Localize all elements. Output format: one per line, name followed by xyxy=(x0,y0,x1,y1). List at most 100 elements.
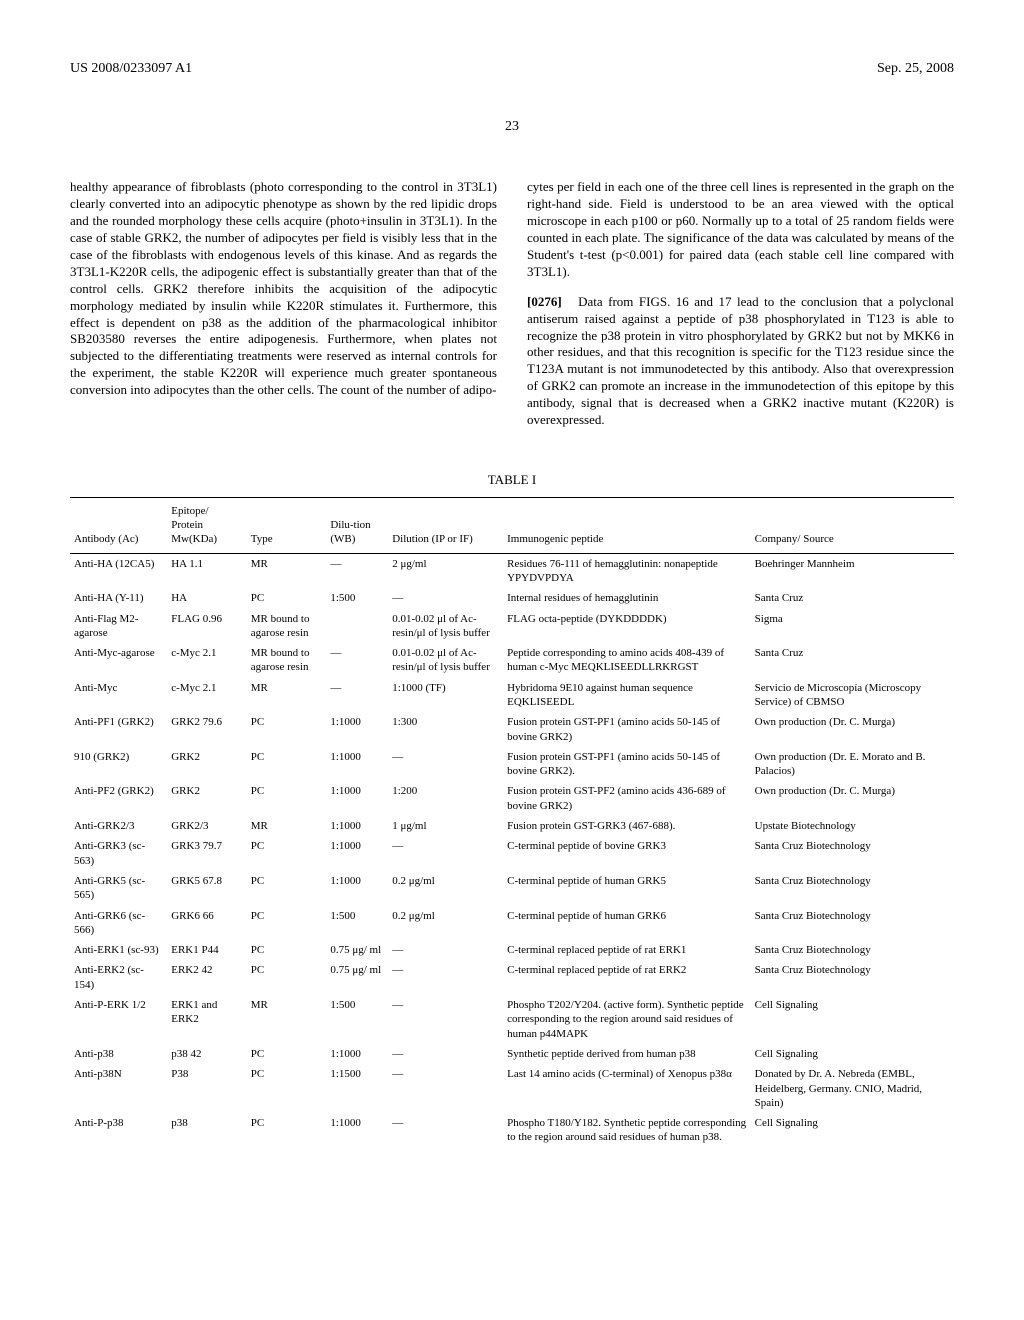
table-cell: Servicio de Microscopía (Microscopy Serv… xyxy=(751,678,954,713)
table-cell: 1 μg/ml xyxy=(388,816,503,836)
table-cell: Synthetic peptide derived from human p38 xyxy=(503,1044,751,1064)
table-cell: Anti-HA (12CA5) xyxy=(70,553,167,588)
col-epitope: Epitope/ Protein Mw(KDa) xyxy=(167,497,247,553)
table-cell: Anti-p38 xyxy=(70,1044,167,1064)
table-row: 910 (GRK2)GRK2PC1:1000—Fusion protein GS… xyxy=(70,747,954,782)
table-cell: HA xyxy=(167,588,247,608)
table-cell: P38 xyxy=(167,1064,247,1113)
table-cell: Anti-P-p38 xyxy=(70,1113,167,1148)
table-cell: C-terminal peptide of bovine GRK3 xyxy=(503,836,751,871)
table-cell: Anti-GRK5 (sc-565) xyxy=(70,871,167,906)
table-cell: C-terminal replaced peptide of rat ERK1 xyxy=(503,940,751,960)
table-cell xyxy=(326,609,388,644)
table-cell: MR xyxy=(247,995,327,1044)
table-row: Anti-HA (12CA5)HA 1.1MR—2 μg/mlResidues … xyxy=(70,553,954,588)
table-cell: — xyxy=(388,1064,503,1113)
table-cell: 1:1000 xyxy=(326,871,388,906)
table-row: Anti-GRK6 (sc-566)GRK6 66PC1:5000.2 μg/m… xyxy=(70,906,954,941)
table-cell: Own production (Dr. E. Morato and B. Pal… xyxy=(751,747,954,782)
table-row: Anti-PF2 (GRK2)GRK2PC1:10001:200Fusion p… xyxy=(70,781,954,816)
table-header-row: Antibody (Ac) Epitope/ Protein Mw(KDa) T… xyxy=(70,497,954,553)
page-header: US 2008/0233097 A1 Sep. 25, 2008 xyxy=(70,60,954,78)
table-cell: Anti-ERK1 (sc-93) xyxy=(70,940,167,960)
table-cell: 1:500 xyxy=(326,906,388,941)
table-cell: GRK2 xyxy=(167,747,247,782)
table-cell: — xyxy=(326,643,388,678)
table-title: TABLE I xyxy=(70,472,954,489)
table-cell: 910 (GRK2) xyxy=(70,747,167,782)
table-cell: Own production (Dr. C. Murga) xyxy=(751,781,954,816)
page-number: 23 xyxy=(70,118,954,136)
table-cell: MR xyxy=(247,553,327,588)
table-cell: Upstate Biotechnology xyxy=(751,816,954,836)
table-cell: C-terminal peptide of human GRK6 xyxy=(503,906,751,941)
table-cell: Fusion protein GST-PF2 (amino acids 436-… xyxy=(503,781,751,816)
table-body: Anti-HA (12CA5)HA 1.1MR—2 μg/mlResidues … xyxy=(70,553,954,1148)
paragraph-right-2-text: Data from FIGS. 16 and 17 lead to the co… xyxy=(527,294,954,427)
table-cell: Anti-GRK6 (sc-566) xyxy=(70,906,167,941)
table-cell: Anti-Flag M2-agarose xyxy=(70,609,167,644)
table-cell: PC xyxy=(247,1113,327,1148)
table-cell: p38 xyxy=(167,1113,247,1148)
table-cell: Anti-PF2 (GRK2) xyxy=(70,781,167,816)
table-cell: 1:1000 xyxy=(326,836,388,871)
table-cell: 1:1000 xyxy=(326,712,388,747)
table-cell: — xyxy=(388,960,503,995)
table-cell: Own production (Dr. C. Murga) xyxy=(751,712,954,747)
table-cell: HA 1.1 xyxy=(167,553,247,588)
table-row: Anti-p38p38 42PC1:1000—Synthetic peptide… xyxy=(70,1044,954,1064)
table-cell: Residues 76-111 of hemagglutinin: nonape… xyxy=(503,553,751,588)
doc-date: Sep. 25, 2008 xyxy=(877,60,954,78)
table-cell: Anti-ERK2 (sc-154) xyxy=(70,960,167,995)
table-cell: PC xyxy=(247,747,327,782)
right-column: cytes per field in each one of the three… xyxy=(527,166,954,441)
table-cell: 1:1000 (TF) xyxy=(388,678,503,713)
table-cell: 1:1000 xyxy=(326,747,388,782)
table-cell: PC xyxy=(247,960,327,995)
table-cell: Santa Cruz Biotechnology xyxy=(751,960,954,995)
table-cell: MR bound to agarose resin xyxy=(247,609,327,644)
table-cell: — xyxy=(388,588,503,608)
table-cell: Phospho T202/Y204. (active form). Synthe… xyxy=(503,995,751,1044)
table-cell: FLAG 0.96 xyxy=(167,609,247,644)
table-cell: Anti-P-ERK 1/2 xyxy=(70,995,167,1044)
table-cell: Santa Cruz Biotechnology xyxy=(751,836,954,871)
table-cell: GRK2 xyxy=(167,781,247,816)
table-cell: Fusion protein GST-PF1 (amino acids 50-1… xyxy=(503,712,751,747)
table-1: TABLE I Antibody (Ac) Epitope/ Protein M… xyxy=(70,472,954,1148)
table-cell: Santa Cruz xyxy=(751,588,954,608)
table-cell: Fusion protein GST-GRK3 (467-688). xyxy=(503,816,751,836)
table-cell: Cell Signaling xyxy=(751,995,954,1044)
table-cell: 1:1000 xyxy=(326,1113,388,1148)
table-cell: MR bound to agarose resin xyxy=(247,643,327,678)
table-cell: 0.2 μg/ml xyxy=(388,871,503,906)
table-cell: MR xyxy=(247,816,327,836)
table-cell: PC xyxy=(247,588,327,608)
table-cell: c-Myc 2.1 xyxy=(167,678,247,713)
table-row: Anti-Mycc-Myc 2.1MR—1:1000 (TF)Hybridoma… xyxy=(70,678,954,713)
table-cell: PC xyxy=(247,781,327,816)
table-cell: Anti-HA (Y-11) xyxy=(70,588,167,608)
antibody-table: Antibody (Ac) Epitope/ Protein Mw(KDa) T… xyxy=(70,497,954,1148)
table-cell: PC xyxy=(247,940,327,960)
table-cell: MR xyxy=(247,678,327,713)
table-cell: Santa Cruz Biotechnology xyxy=(751,871,954,906)
table-cell: 1:200 xyxy=(388,781,503,816)
table-row: Anti-p38NP38PC1:1500—Last 14 amino acids… xyxy=(70,1064,954,1113)
table-cell: Anti-p38N xyxy=(70,1064,167,1113)
table-row: Anti-GRK2/3GRK2/3MR1:10001 μg/mlFusion p… xyxy=(70,816,954,836)
table-cell: ERK2 42 xyxy=(167,960,247,995)
col-dilution-wb: Dilu-tion (WB) xyxy=(326,497,388,553)
table-cell: Fusion protein GST-PF1 (amino acids 50-1… xyxy=(503,747,751,782)
table-cell: Cell Signaling xyxy=(751,1113,954,1148)
table-cell: Boehringer Mannheim xyxy=(751,553,954,588)
table-cell: p38 42 xyxy=(167,1044,247,1064)
table-cell: Anti-GRK3 (sc-563) xyxy=(70,836,167,871)
table-cell: — xyxy=(388,995,503,1044)
table-cell: 0.75 μg/ ml xyxy=(326,960,388,995)
table-cell: C-terminal replaced peptide of rat ERK2 xyxy=(503,960,751,995)
table-cell: Last 14 amino acids (C-terminal) of Xeno… xyxy=(503,1064,751,1113)
table-cell: — xyxy=(388,747,503,782)
table-cell: — xyxy=(326,678,388,713)
paragraph-right-2: [0276] Data from FIGS. 16 and 17 lead to… xyxy=(527,294,954,429)
